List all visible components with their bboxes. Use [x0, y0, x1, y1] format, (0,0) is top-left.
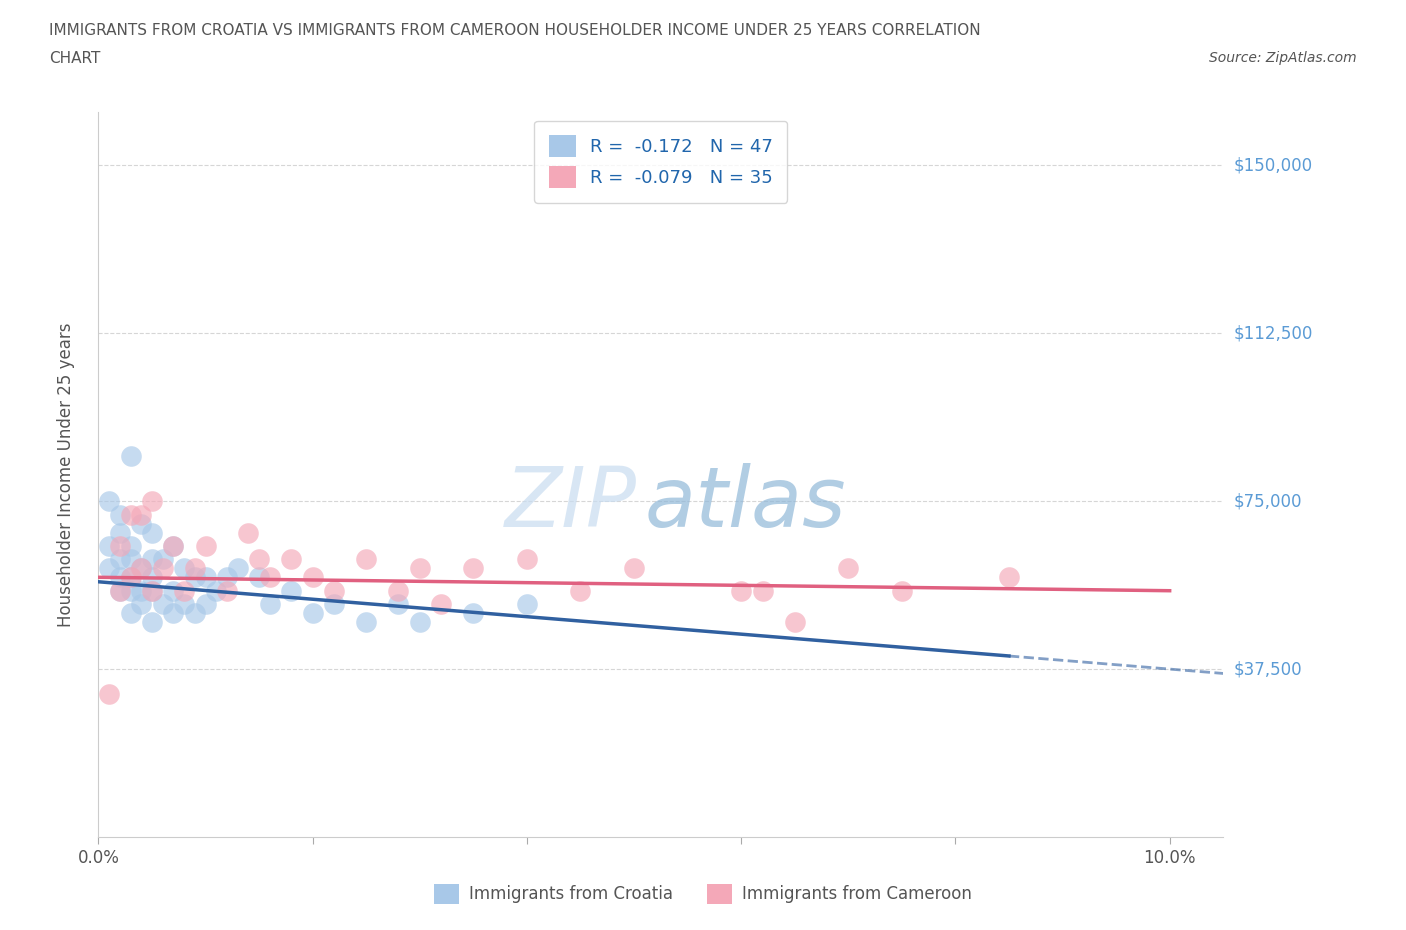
Point	[301, 605, 323, 620]
Point	[98, 561, 121, 576]
Point	[226, 561, 249, 576]
Text: IMMIGRANTS FROM CROATIA VS IMMIGRANTS FROM CAMEROON HOUSEHOLDER INCOME UNDER 25 : IMMIGRANTS FROM CROATIA VS IMMIGRANTS FR…	[49, 23, 981, 38]
Y-axis label: Householder Income Under 25 years: Householder Income Under 25 years	[56, 322, 75, 627]
Point	[120, 507, 142, 522]
Point	[516, 597, 538, 612]
Point	[247, 551, 270, 566]
Point	[120, 538, 142, 553]
Point	[430, 597, 453, 612]
Point	[184, 605, 207, 620]
Point	[751, 583, 773, 598]
Point	[152, 551, 174, 566]
Point	[516, 551, 538, 566]
Point	[129, 561, 152, 576]
Point	[141, 570, 163, 585]
Point	[108, 583, 131, 598]
Point	[141, 525, 163, 540]
Point	[194, 538, 217, 553]
Point	[409, 561, 432, 576]
Point	[129, 561, 152, 576]
Point	[569, 583, 592, 598]
Text: Source: ZipAtlas.com: Source: ZipAtlas.com	[1209, 51, 1357, 65]
Point	[194, 597, 217, 612]
Point	[120, 605, 142, 620]
Point	[152, 561, 174, 576]
Point	[129, 597, 152, 612]
Point	[238, 525, 260, 540]
Point	[120, 551, 142, 566]
Point	[259, 570, 281, 585]
Point	[162, 605, 184, 620]
Point	[354, 551, 377, 566]
Point	[837, 561, 859, 576]
Point	[120, 449, 142, 464]
Point	[162, 538, 184, 553]
Point	[323, 583, 346, 598]
Point	[890, 583, 912, 598]
Point	[259, 597, 281, 612]
Point	[141, 615, 163, 630]
Point	[354, 615, 377, 630]
Text: ZIP: ZIP	[505, 463, 637, 544]
Text: atlas: atlas	[644, 463, 846, 544]
Point	[280, 551, 302, 566]
Point	[730, 583, 752, 598]
Point	[215, 570, 238, 585]
Point	[205, 583, 228, 598]
Point	[108, 551, 131, 566]
Point	[108, 570, 131, 585]
Point	[129, 583, 152, 598]
Point	[141, 583, 163, 598]
Point	[98, 686, 121, 701]
Point	[280, 583, 302, 598]
Point	[463, 561, 485, 576]
Point	[173, 561, 195, 576]
Point	[141, 551, 163, 566]
Point	[215, 583, 238, 598]
Point	[108, 525, 131, 540]
Point	[129, 516, 152, 531]
Point	[409, 615, 432, 630]
Point	[184, 570, 207, 585]
Point	[184, 561, 207, 576]
Point	[162, 583, 184, 598]
Point	[98, 538, 121, 553]
Point	[129, 507, 152, 522]
Text: $75,000: $75,000	[1234, 492, 1302, 511]
Point	[141, 494, 163, 509]
Point	[108, 583, 131, 598]
Point	[120, 583, 142, 598]
Point	[323, 597, 346, 612]
Point	[623, 561, 645, 576]
Text: $150,000: $150,000	[1234, 156, 1313, 174]
Text: $112,500: $112,500	[1234, 325, 1313, 342]
Point	[98, 494, 121, 509]
Point	[387, 597, 409, 612]
Point	[173, 583, 195, 598]
Point	[152, 597, 174, 612]
Point	[301, 570, 323, 585]
Legend: Immigrants from Croatia, Immigrants from Cameroon: Immigrants from Croatia, Immigrants from…	[426, 875, 980, 912]
Point	[108, 507, 131, 522]
Point	[120, 570, 142, 585]
Legend: R =  -0.172   N = 47, R =  -0.079   N = 35: R = -0.172 N = 47, R = -0.079 N = 35	[534, 121, 787, 203]
Point	[387, 583, 409, 598]
Point	[162, 538, 184, 553]
Point	[120, 570, 142, 585]
Point	[141, 583, 163, 598]
Point	[173, 597, 195, 612]
Point	[463, 605, 485, 620]
Text: CHART: CHART	[49, 51, 101, 66]
Text: $37,500: $37,500	[1234, 660, 1302, 678]
Point	[108, 538, 131, 553]
Point	[998, 570, 1021, 585]
Point	[783, 615, 806, 630]
Point	[194, 570, 217, 585]
Point	[247, 570, 270, 585]
